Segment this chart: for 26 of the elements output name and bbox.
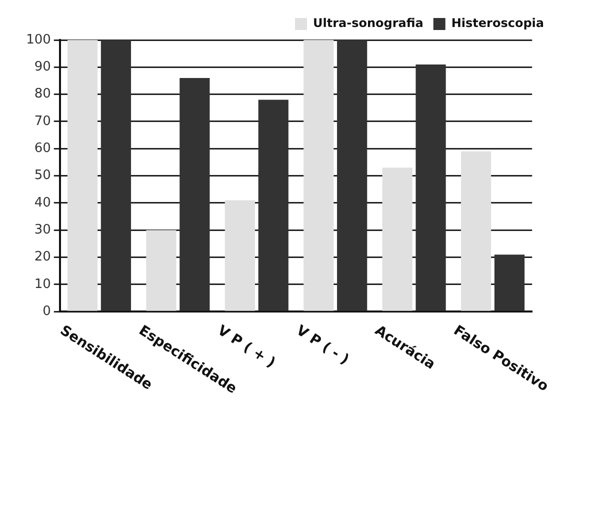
y-tick-label: 90	[34, 60, 51, 75]
bar	[304, 40, 334, 311]
y-tick-label: 20	[34, 250, 51, 265]
bar	[460, 151, 492, 311]
bar	[494, 254, 525, 311]
bar	[258, 100, 288, 311]
bar	[67, 40, 98, 311]
legend-label: Histeroscopia	[451, 16, 544, 30]
y-tick-label: 70	[34, 114, 51, 129]
y-tick-label: 30	[34, 222, 51, 238]
bar	[100, 40, 132, 311]
y-tick-label: 40	[34, 195, 51, 210]
legend-label: Ultra-sonografia	[313, 16, 424, 30]
y-tick-label: 0	[42, 304, 51, 319]
bar	[146, 230, 176, 311]
y-tick-label: 10	[34, 276, 51, 292]
y-tick-label: 50	[34, 168, 51, 184]
x-tick-label: V P ( - )	[293, 322, 352, 368]
bar	[180, 78, 210, 311]
bar	[337, 40, 368, 311]
y-tick-label: 100	[26, 32, 51, 48]
bar	[224, 200, 255, 311]
bar	[382, 168, 412, 311]
bar	[416, 64, 446, 311]
y-tick-label: 60	[34, 141, 51, 156]
y-tick-label: 80	[34, 86, 51, 102]
